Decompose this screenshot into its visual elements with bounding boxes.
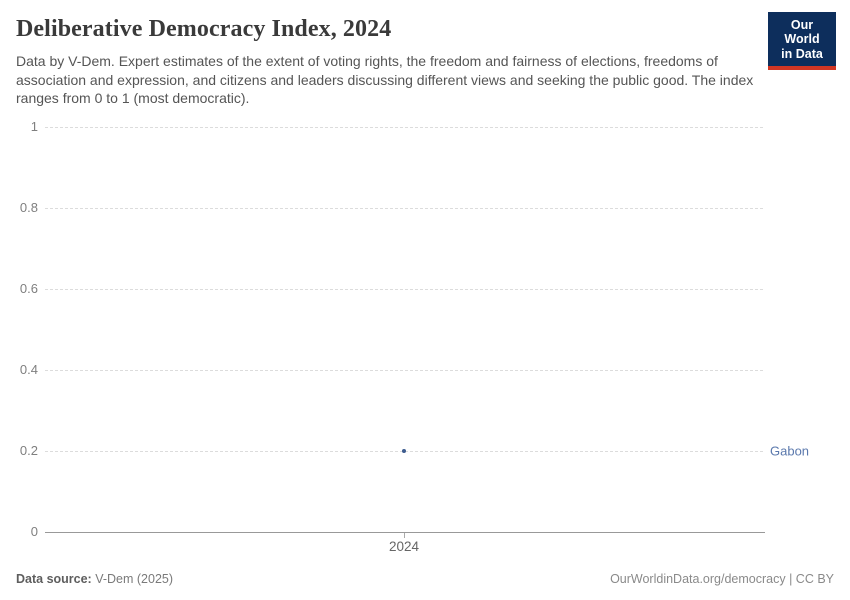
data-source-label: Data source:	[16, 572, 92, 586]
chart-title: Deliberative Democracy Index, 2024	[16, 16, 392, 42]
owid-logo-line2: in Data	[781, 46, 823, 61]
owid-logo-line1: Our World	[784, 18, 820, 47]
owid-logo-text: Our World in Data	[772, 18, 832, 61]
y-axis-tick-label: 0.2	[19, 443, 38, 458]
chart-footer: Data source: V-Dem (2025) OurWorldinData…	[16, 572, 834, 586]
gridline	[45, 289, 763, 290]
y-axis-tick-label: 0.4	[19, 362, 38, 377]
x-axis-line	[45, 532, 765, 533]
data-source-note: Data source: V-Dem (2025)	[16, 572, 173, 586]
y-axis-tick-label: 1	[30, 119, 38, 134]
chart-header: Deliberative Democracy Index, 2024 Data …	[16, 16, 834, 108]
gridline	[45, 208, 763, 209]
chart-subtitle: Data by V-Dem. Expert estimates of the e…	[16, 53, 754, 107]
entity-label-gabon[interactable]: Gabon	[770, 443, 810, 459]
owid-logo: Our World in Data	[768, 12, 836, 71]
y-axis-tick-label: 0.6	[19, 281, 38, 296]
y-axis-tick-label: 0	[30, 524, 38, 539]
x-axis-tick-label: 2024	[388, 539, 420, 554]
data-source-value: V-Dem (2025)	[95, 572, 174, 586]
y-axis-tick-label: 0.8	[19, 200, 38, 215]
x-axis-tick	[404, 533, 405, 538]
license-note: OurWorldinData.org/democracy | CC BY	[610, 572, 834, 586]
data-point-gabon[interactable]	[402, 449, 406, 453]
gridline	[45, 370, 763, 371]
gridline	[45, 127, 763, 128]
